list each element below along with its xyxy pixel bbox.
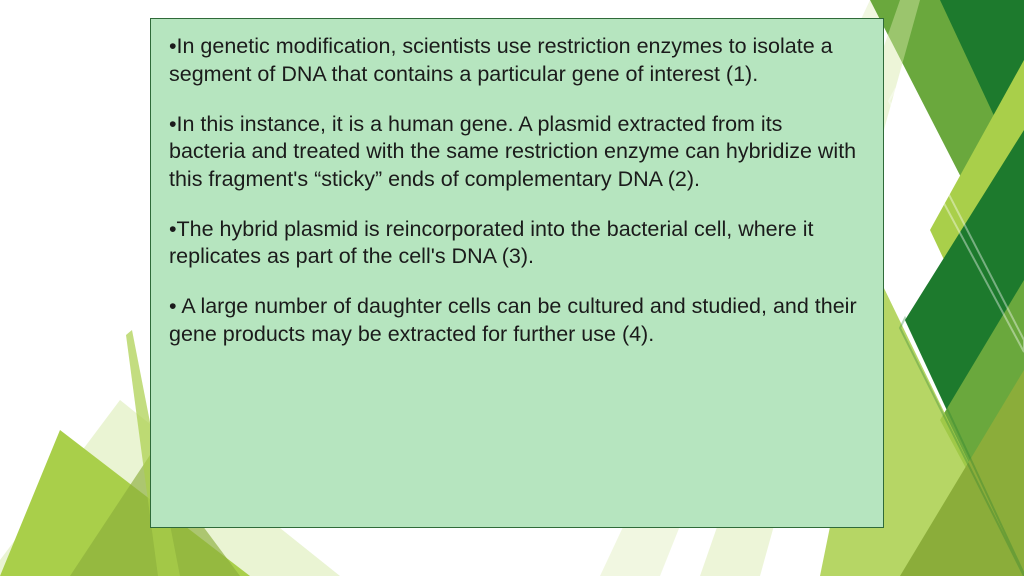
bullet-text: In this instance, it is a human gene. A … [169,112,856,191]
slide: •In genetic modification, scientists use… [0,0,1024,576]
bullet-item: •In genetic modification, scientists use… [169,33,861,88]
bullet-item: •The hybrid plasmid is reincorporated in… [169,216,861,271]
bullet-text: A large number of daughter cells can be … [169,294,857,346]
content-text-box: •In genetic modification, scientists use… [150,18,884,528]
bullet-text: The hybrid plasmid is reincorporated int… [169,217,813,269]
bullet-text: In genetic modification, scientists use … [169,34,833,86]
bullet-item: •In this instance, it is a human gene. A… [169,111,861,194]
bullet-item: • A large number of daughter cells can b… [169,293,861,348]
